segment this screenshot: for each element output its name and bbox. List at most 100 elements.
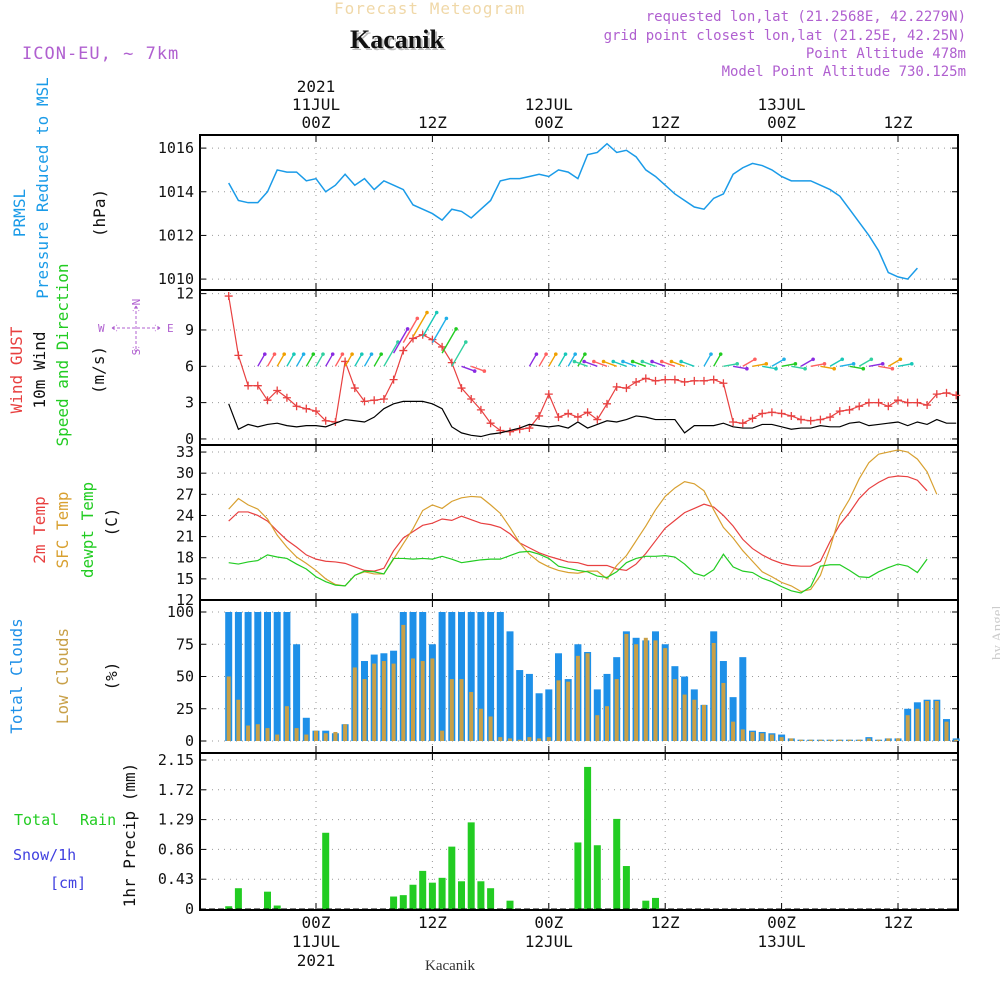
low-cloud-bar bbox=[702, 704, 706, 741]
wind-arrow bbox=[422, 312, 438, 338]
wind-arrow bbox=[577, 353, 586, 367]
gust-point bbox=[903, 398, 912, 407]
wind-arrow bbox=[286, 353, 295, 367]
wind-arrow-head bbox=[803, 366, 807, 371]
low-cloud-bar bbox=[866, 738, 871, 741]
gust-point bbox=[641, 374, 650, 383]
wind-arrow bbox=[315, 353, 324, 367]
wind-arrow-head bbox=[554, 352, 558, 356]
gust-point bbox=[389, 375, 398, 384]
wind-arrow-head bbox=[909, 362, 914, 366]
gust-point bbox=[709, 375, 718, 384]
wind-arrow bbox=[858, 358, 872, 367]
gust-point bbox=[253, 381, 262, 390]
wind-arrow bbox=[574, 360, 588, 367]
gust-point bbox=[816, 415, 825, 424]
low-cloud-bar bbox=[585, 653, 590, 741]
gust-point bbox=[535, 411, 544, 420]
y-tick-label: 0 bbox=[185, 900, 194, 918]
low-cloud-bar bbox=[605, 706, 609, 741]
wind-arrow bbox=[470, 365, 485, 372]
low-cloud-bar bbox=[740, 729, 745, 741]
wind-arrow bbox=[412, 312, 428, 338]
top-date-label: 13JUL bbox=[758, 95, 806, 114]
wind-arrow-head bbox=[811, 357, 815, 362]
top-time-label: 00Z bbox=[767, 113, 796, 132]
wind-arrow bbox=[820, 365, 835, 370]
wind-arrow-head bbox=[340, 352, 345, 356]
low-cloud-bar bbox=[420, 661, 425, 741]
wind-arrow-head bbox=[563, 352, 568, 356]
panel-frame bbox=[199, 289, 959, 446]
wind-arrow bbox=[557, 353, 567, 367]
compass-n: N bbox=[130, 299, 143, 306]
bottom-date-label: 12JUL bbox=[525, 932, 573, 951]
y-tick-label: 12 bbox=[176, 591, 194, 609]
gust-point bbox=[952, 391, 961, 400]
wind-arrow bbox=[334, 353, 344, 367]
label-c: (C) bbox=[102, 508, 121, 537]
wind-arrow-head bbox=[301, 352, 306, 356]
gust-point bbox=[913, 398, 922, 407]
wind-arrow-head bbox=[640, 359, 645, 364]
footer-station: Kacanik bbox=[425, 958, 475, 974]
wind-arrow-head bbox=[405, 327, 410, 331]
wind-arrow-head bbox=[890, 366, 895, 371]
label-prmsl: PRMSL bbox=[10, 189, 29, 237]
gust-point bbox=[680, 378, 689, 387]
low-cloud-bar bbox=[672, 679, 677, 741]
gust-point bbox=[864, 398, 873, 407]
low-cloud-bar bbox=[236, 699, 241, 741]
low-cloud-bar bbox=[692, 699, 697, 741]
top-time-label: 00Z bbox=[534, 113, 563, 132]
wind-arrow bbox=[392, 328, 409, 354]
gust-point bbox=[797, 415, 805, 424]
precip-bar bbox=[593, 845, 601, 909]
label-10m-wind: 10m Wind bbox=[30, 331, 49, 408]
wind-arrow-head bbox=[534, 352, 539, 356]
wind-arrow-head bbox=[482, 369, 487, 373]
station-title: Kacanik bbox=[350, 25, 444, 54]
gust-point bbox=[835, 407, 844, 416]
gust-point bbox=[234, 351, 243, 360]
wind-arrow-head bbox=[735, 362, 739, 366]
gust-point bbox=[457, 384, 466, 393]
low-cloud-bar bbox=[401, 624, 406, 741]
wind-arrow bbox=[723, 363, 738, 367]
forecast-title: Forecast Meteogram bbox=[334, 0, 526, 18]
low-cloud-bar bbox=[556, 680, 561, 741]
precip-bar bbox=[322, 832, 330, 909]
wind-arrow bbox=[461, 365, 475, 372]
wind-arrow-head bbox=[272, 352, 277, 356]
wind-arrow-head bbox=[621, 359, 625, 364]
wind-arrow-head bbox=[764, 362, 769, 366]
wind-arrow-head bbox=[573, 352, 577, 356]
low-cloud-bar bbox=[275, 734, 280, 741]
total-cloud-bar bbox=[264, 612, 271, 741]
precip-bar bbox=[458, 881, 465, 909]
gust-point bbox=[767, 408, 776, 417]
wind-arrow bbox=[402, 318, 418, 343]
low-cloud-bar bbox=[896, 738, 900, 741]
top-time-label: 00Z bbox=[302, 113, 331, 132]
bottom-date-label: 13JUL bbox=[758, 932, 806, 951]
gust-point bbox=[564, 409, 573, 418]
low-cloud-bar bbox=[284, 706, 289, 741]
low-cloud-bar bbox=[779, 737, 784, 741]
y-tick-label: 6 bbox=[185, 357, 194, 375]
bottom-year-label: 2021 bbox=[297, 951, 336, 970]
gust-point bbox=[292, 402, 301, 411]
low-cloud-bar bbox=[372, 663, 377, 741]
wind-arrow-head bbox=[861, 366, 866, 371]
wind-arrow bbox=[800, 358, 814, 367]
wind-arrow-head bbox=[869, 357, 874, 362]
gust-point bbox=[321, 416, 330, 425]
low-cloud-bar bbox=[915, 708, 920, 741]
low-cloud-bar bbox=[624, 633, 629, 741]
total-cloud-bar bbox=[545, 689, 553, 741]
low-cloud-bar bbox=[944, 721, 949, 741]
gust-point bbox=[418, 330, 427, 339]
gust-point bbox=[777, 409, 786, 418]
low-cloud-bar bbox=[498, 737, 503, 741]
panel-frame bbox=[199, 134, 959, 291]
